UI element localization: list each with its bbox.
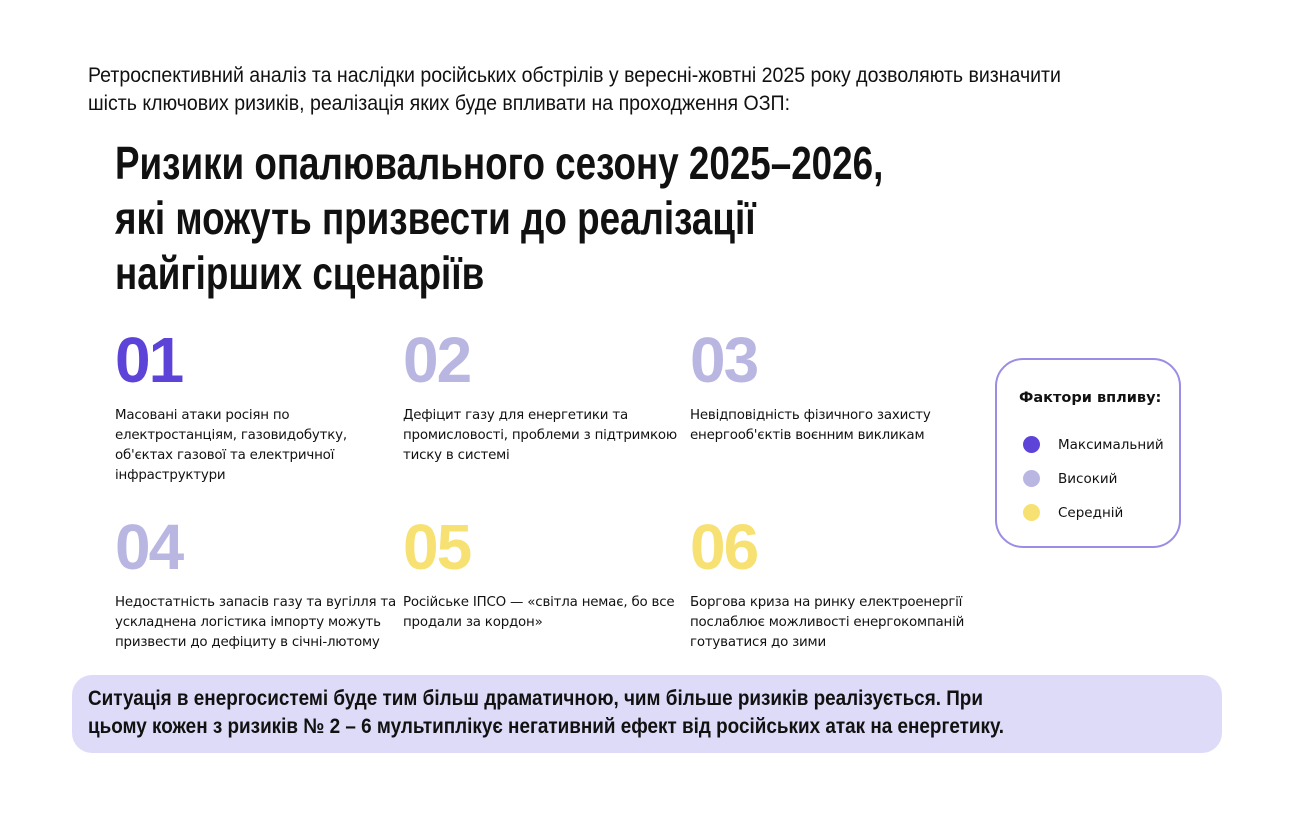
legend-title: Фактори впливу: <box>1019 390 1162 406</box>
intro-text: Ретроспективний аналіз та наслідки росій… <box>88 62 1218 118</box>
risk-number: 02 <box>403 324 472 396</box>
risk-item-3: 03 Невідповідність фізичного захисту ене… <box>690 324 975 446</box>
risk-item-6: 06 Боргова криза на ринку електроенергії… <box>690 511 975 653</box>
circle-icon <box>1023 436 1040 453</box>
risk-item-2: 02 Дефіцит газу для енергетики та промис… <box>403 324 688 466</box>
circle-icon <box>1023 470 1040 487</box>
intro-line: Ретроспективний аналіз та наслідки росій… <box>88 64 1061 87</box>
title-line: які можуть призвести до реалізації <box>115 192 756 244</box>
risk-text: Недостатність запасів газу та вугілля та… <box>115 595 397 650</box>
circle-icon <box>1023 504 1040 521</box>
risk-text: Масовані атаки росіян по електростанціям… <box>115 408 347 483</box>
risk-text: Російське ІПСО — «світла немає, бо все п… <box>403 595 675 630</box>
legend-label: Високий <box>1058 470 1118 487</box>
legend-label: Середній <box>1058 504 1124 521</box>
callout-line: Ситуація в енергосистемі буде тим більш … <box>88 687 983 710</box>
risk-number: 05 <box>403 511 472 583</box>
risk-number: 04 <box>115 511 184 583</box>
title-line: найгірших сценаріїв <box>115 247 485 299</box>
risk-item-5: 05 Російське ІПСО — «світла немає, бо вс… <box>403 511 688 633</box>
risk-text: Боргова криза на ринку електроенергії по… <box>690 595 965 650</box>
risk-number: 06 <box>690 511 759 583</box>
legend-item-maximal: Максимальний <box>1023 436 1164 453</box>
risk-number: 01 <box>115 324 184 396</box>
legend-item-medium: Середній <box>1023 504 1123 521</box>
legend-item-high: Високий <box>1023 470 1117 487</box>
conclusion-callout: Ситуація в енергосистемі буде тим більш … <box>72 675 1222 753</box>
title-line: Ризики опалювального сезону 2025–2026, <box>115 137 884 189</box>
risk-text: Дефіцит газу для енергетики та промислов… <box>403 408 677 463</box>
risk-number: 03 <box>690 324 759 396</box>
legend-box: Фактори впливу: Максимальний Високий Сер… <box>995 358 1181 548</box>
risk-text: Невідповідність фізичного захисту енерго… <box>690 408 931 443</box>
legend-label: Максимальний <box>1058 436 1164 453</box>
page-title: Ризики опалювального сезону 2025–2026, я… <box>115 136 1075 301</box>
risk-item-1: 01 Масовані атаки росіян по електростанц… <box>115 324 400 486</box>
callout-line: цьому кожен з ризиків № 2 – 6 мультиплік… <box>88 715 1005 738</box>
intro-line: шість ключових ризиків, реалізація яких … <box>88 92 791 115</box>
risk-item-4: 04 Недостатність запасів газу та вугілля… <box>115 511 400 653</box>
